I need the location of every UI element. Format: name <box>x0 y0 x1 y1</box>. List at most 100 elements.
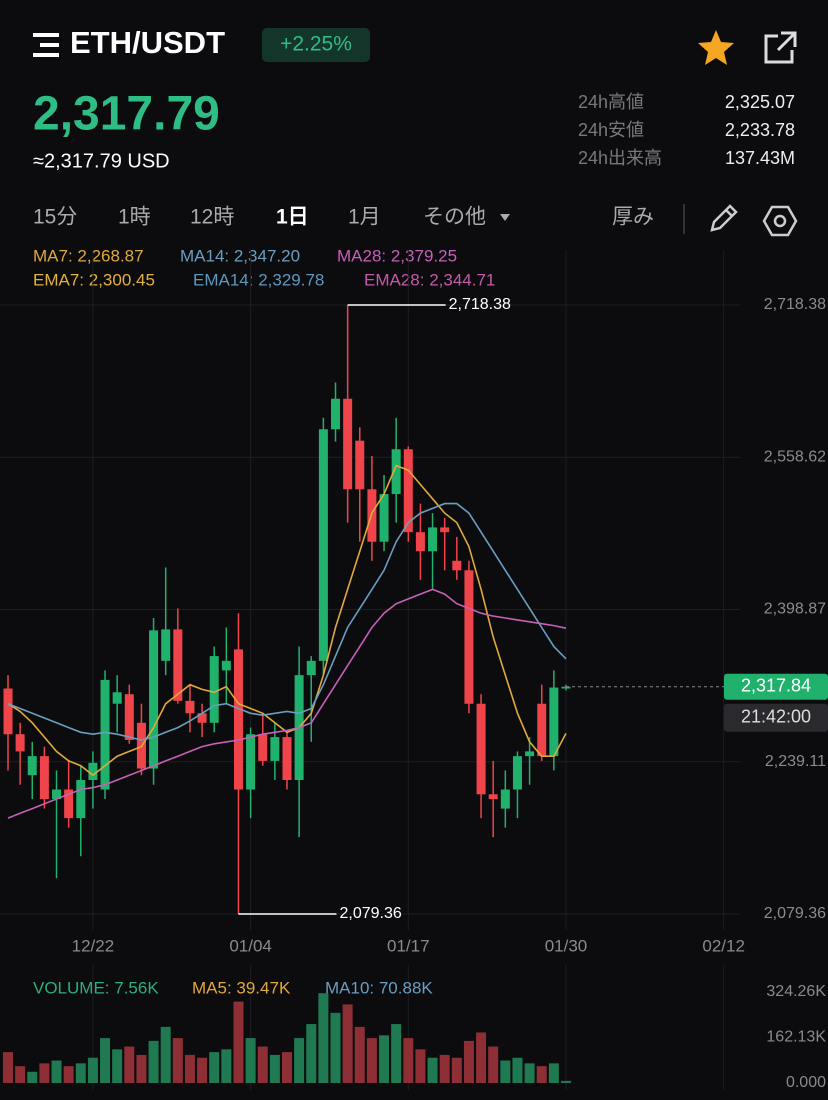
depth-tab[interactable]: 厚み <box>612 206 654 229</box>
stat-label: 24h出来高 <box>578 148 662 168</box>
volume-legend: MA10: 70.88K <box>325 978 433 997</box>
candle-body <box>282 737 292 780</box>
interval-tab[interactable]: 15分 <box>33 206 77 229</box>
draw-icon[interactable] <box>710 204 738 232</box>
volume-bar <box>512 1057 523 1083</box>
candle-body <box>185 700 195 714</box>
x-tick-label: 12/22 <box>72 936 115 955</box>
volume-bar <box>51 1060 62 1083</box>
settings-icon[interactable] <box>762 205 798 237</box>
candle-body <box>221 660 231 671</box>
interval-tab[interactable]: 1日 <box>276 206 309 229</box>
interval-tab[interactable]: 1月 <box>348 206 381 229</box>
volume-bar <box>184 1054 195 1083</box>
change-badge <box>262 28 370 62</box>
volume-bar <box>439 1054 450 1083</box>
volume-bar <box>160 1026 171 1083</box>
volume-bar <box>366 1038 377 1083</box>
candle-body <box>512 756 522 790</box>
candle-body <box>3 688 13 735</box>
dropdown-arrow[interactable] <box>500 214 510 221</box>
candle-body <box>415 532 425 552</box>
candle-body <box>149 630 159 769</box>
interval-tab[interactable]: その他 <box>423 206 486 229</box>
y-tick-label: 324.26K <box>766 983 826 1000</box>
stat-value: 2,233.78 <box>725 120 795 140</box>
volume-bar <box>403 1038 414 1083</box>
volume-bar <box>124 1046 135 1083</box>
volume-bar <box>560 1080 571 1083</box>
last-price-tag <box>724 673 828 700</box>
candle-body <box>428 527 438 552</box>
interval-tab[interactable]: 12時 <box>190 206 234 229</box>
volume-bar <box>318 993 329 1083</box>
candle-body <box>246 734 256 790</box>
volume-bar <box>294 1038 305 1083</box>
volume-bar <box>548 1063 559 1083</box>
volume-bar <box>39 1063 50 1083</box>
candle-body <box>318 429 328 661</box>
candle-body <box>15 734 25 752</box>
stat-label: 24h高値 <box>578 92 644 112</box>
volume-bar <box>281 1052 292 1083</box>
candle-body <box>561 686 571 689</box>
candle-body <box>379 494 389 542</box>
candle-body <box>403 449 413 533</box>
candle-body <box>525 751 535 757</box>
candle-body <box>161 629 171 661</box>
candle-body <box>258 734 268 761</box>
candle-body <box>124 694 134 740</box>
volume-bar <box>427 1057 438 1083</box>
last-price-label: 2,317.84 <box>741 675 811 695</box>
stat-label: 24h安値 <box>578 120 644 140</box>
candle-body <box>306 660 316 676</box>
menu-icon[interactable] <box>33 33 59 57</box>
volume-bar <box>100 1038 111 1083</box>
volume-bar <box>15 1066 26 1083</box>
y-tick-label: 2,079.36 <box>764 905 826 922</box>
candle-body <box>64 789 74 819</box>
pair[interactable]: ETH/USDT <box>70 25 225 60</box>
candle-body <box>270 737 280 761</box>
volume-bar <box>87 1057 98 1083</box>
change: +2.25% <box>280 33 352 56</box>
volume-bar <box>63 1066 74 1083</box>
candle-body <box>549 687 559 757</box>
price-usd: ≈2,317.79 USD <box>33 150 170 172</box>
volume-bar <box>500 1060 511 1083</box>
volume-bar <box>476 1032 487 1083</box>
volume-bar <box>136 1054 147 1083</box>
annotation-label: 2,718.38 <box>449 296 511 313</box>
volume-bar <box>27 1071 38 1083</box>
y-tick-label: 2,558.62 <box>764 448 826 465</box>
candle-body <box>440 527 450 533</box>
countdown-tag <box>724 703 828 732</box>
volume-bar <box>524 1063 535 1083</box>
volume-bar <box>221 1049 232 1083</box>
volume-bar <box>354 1026 365 1083</box>
volume-bar <box>233 1001 244 1083</box>
volume-bar <box>3 1052 13 1083</box>
volume-bar <box>330 1012 341 1083</box>
indicator-legend: EMA7: 2,300.45 <box>33 270 155 289</box>
volume-bar <box>306 1024 317 1083</box>
candle-body <box>88 762 98 780</box>
x-tick-label: 01/17 <box>387 936 430 955</box>
candle-body <box>52 789 62 800</box>
y-tick-label: 2,398.87 <box>764 601 826 618</box>
candle-body <box>331 398 341 430</box>
share-icon[interactable] <box>764 31 797 64</box>
volume-bar <box>257 1046 268 1083</box>
candle-body <box>233 649 243 790</box>
favorite-star[interactable] <box>698 30 734 65</box>
candle-body <box>112 692 122 704</box>
candle-body <box>76 779 86 819</box>
y-tick-label: 0.000 <box>786 1074 826 1091</box>
ma-line <box>7 464 567 777</box>
y-tick-label: 2,718.38 <box>764 296 826 313</box>
interval-tab[interactable]: 1時 <box>118 206 151 229</box>
candle-body <box>100 679 110 790</box>
volume-bar <box>415 1049 426 1083</box>
